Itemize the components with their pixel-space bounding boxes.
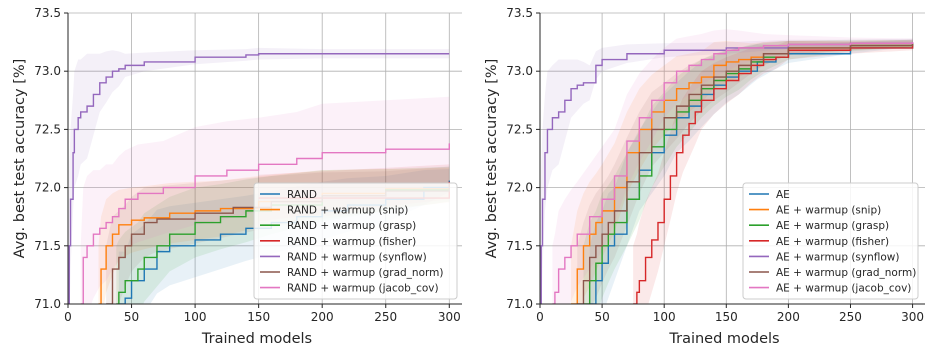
legend-entry-2: RAND + warmup (snip) [287,205,408,217]
legend-entry-4: AE + warmup (fisher) [776,236,889,248]
y-tick-label: 71.5 [34,239,61,253]
x-tick-label: 100 [653,310,676,324]
chart-panel-2: 0 50 100 150 200 250 300 71.0 71.5 72.0 72.5 73.0 73… [484,6,925,347]
legend-entry-3: AE + warmup (grasp) [776,220,889,232]
legend-entry-1: RAND [287,189,317,201]
y-tick-label: 73.5 [506,6,533,20]
series-line-7 [80,143,450,304]
legend-entry-7: AE + warmup (jacob_cov) [776,283,911,295]
legend-box [742,182,919,300]
y-tick-label: 73.0 [506,64,533,78]
legend-entry-3: RAND + warmup (grasp) [287,220,416,232]
y-tick-label: 72.5 [506,122,533,136]
legend-entry-6: AE + warmup (grad_norm) [776,267,916,279]
legend-box [253,182,458,300]
legend-entry-7: RAND + warmup (jacob_cov) [287,283,439,295]
y-axis-label: Avg. best test accuracy [%] [12,59,28,259]
legend: RAND RAND + warmup (snip) RAND + warmup (g… [253,182,458,300]
series-line-7 [552,42,914,304]
series-line-6 [577,43,914,304]
y-tick-label: 72.0 [506,181,533,195]
x-tick-label: 0 [64,310,72,324]
legend-entry-5: RAND + warmup (synflow) [287,251,427,263]
y-tick-label: 71.5 [506,239,533,253]
confidence-band-1 [589,39,913,304]
y-tick-label: 71.0 [506,297,533,311]
confidence-band-7 [552,29,913,304]
series-line-4 [633,45,914,304]
x-tick-label: 50 [594,310,609,324]
chart-panel-1: 0 50 100 150 200 250 300 71.0 71.5 72.0 72.5 73.0 73… [12,6,462,347]
x-tick-label: 200 [311,310,334,324]
confidence-band-2 [571,39,913,304]
y-tick-label: 72.5 [34,122,61,136]
series-line-5 [540,42,914,304]
x-axis-label: Trained models [201,331,312,347]
x-tick-label: 50 [124,310,139,324]
legend: AE AE + warmup (snip) AE + warmup (grasp) A… [742,182,919,300]
legend-entry-6: RAND + warmup (grad_norm) [287,267,443,279]
legend-entry-1: AE [776,189,790,201]
confidence-band-4 [633,40,913,304]
plot-area [540,29,914,304]
x-tick-label: 250 [374,310,397,324]
x-tick-label: 150 [247,310,270,324]
legend-entry-5: AE + warmup (synflow) [776,251,900,263]
confidence-band-6 [577,39,913,304]
x-tick-label: 200 [777,310,800,324]
x-tick-label: 300 [901,310,924,324]
confidence-band-5 [540,38,913,304]
legend-entry-4: RAND + warmup (fisher) [287,236,416,248]
y-tick-label: 73.5 [34,6,61,20]
x-tick-label: 0 [536,310,544,324]
x-tick-label: 100 [184,310,207,324]
series-line-5 [68,53,450,304]
y-tick-label: 72.0 [34,181,61,195]
confidence-band-3 [583,39,913,304]
x-tick-label: 150 [715,310,738,324]
y-tick-label: 73.0 [34,64,61,78]
legend-entry-2: AE + warmup (snip) [776,205,881,217]
y-tick-label: 71.0 [34,297,61,311]
x-axis-label: Trained models [668,331,779,347]
confidence-band-5 [68,47,450,304]
x-tick-label: 300 [438,310,461,324]
y-axis-label: Avg. best test accuracy [%] [484,59,500,259]
x-tick-label: 250 [839,310,862,324]
